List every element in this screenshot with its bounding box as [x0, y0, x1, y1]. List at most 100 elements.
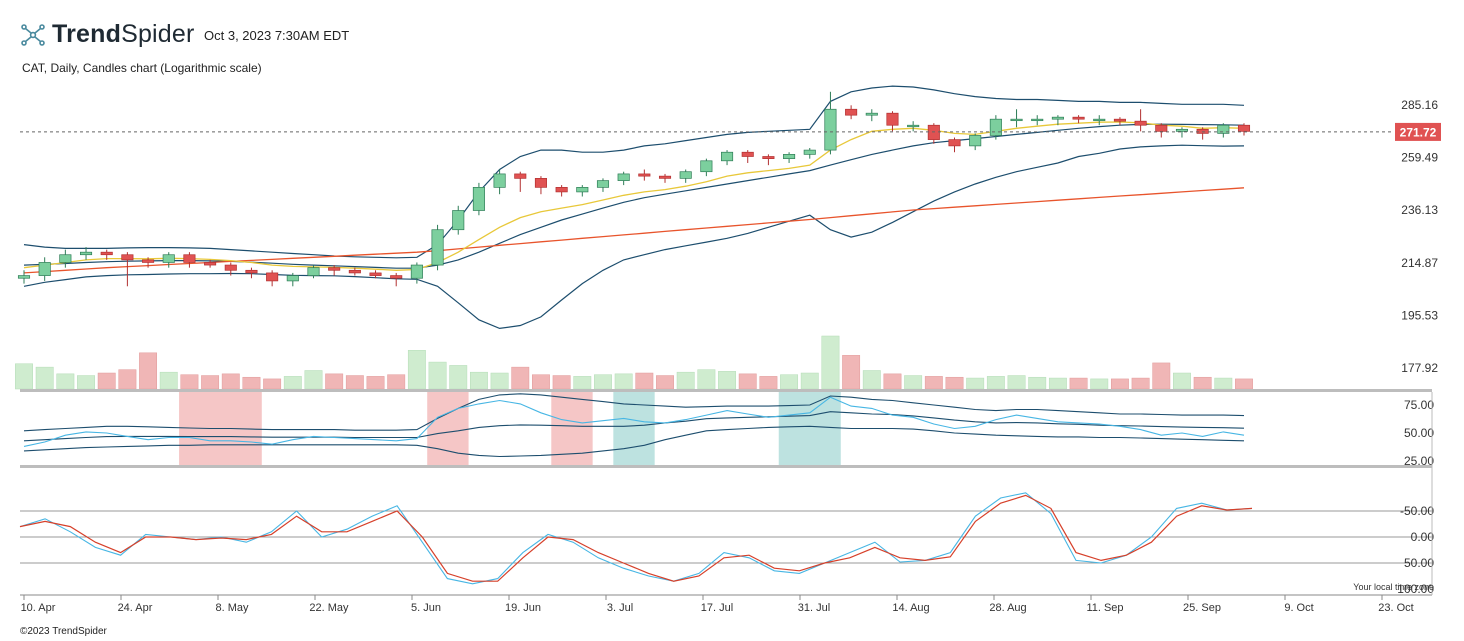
panel-divider-volume: [20, 389, 1432, 392]
candle-body: [390, 275, 403, 279]
candle-body: [1134, 120, 1147, 126]
candle-body: [700, 160, 713, 173]
volume-bar: [1152, 362, 1171, 390]
brand-logo[interactable]: TrendSpider: [20, 20, 195, 49]
candle: [989, 115, 1002, 140]
candle-body: [886, 112, 899, 126]
time-tick-label: 17. Jul: [701, 602, 733, 614]
chart-subtitle: CAT, Daily, Candles chart (Logarithmic s…: [22, 61, 262, 75]
candle: [969, 133, 982, 151]
candle: [307, 265, 320, 279]
candle: [431, 224, 444, 271]
volume-bar: [407, 350, 426, 390]
candle: [1093, 115, 1106, 126]
rsi-line: [23, 396, 1245, 447]
candle: [328, 265, 341, 276]
volume-bar: [697, 369, 716, 390]
candle: [266, 270, 279, 287]
candle: [1237, 123, 1251, 136]
candle: [638, 169, 651, 181]
candle-body: [121, 254, 134, 261]
volume-bar: [759, 376, 778, 390]
candle-body: [969, 135, 982, 147]
candle-body: [79, 251, 93, 256]
candle-body: [183, 254, 196, 263]
candle-body: [865, 112, 878, 116]
candle-body: [1217, 124, 1230, 134]
candle-body: [1031, 118, 1044, 122]
candle-body: [1175, 128, 1189, 132]
time-tick-label: 22. May: [309, 602, 349, 614]
panel-divider-rsi: [20, 465, 1432, 468]
price-tick-label: 259.49: [1401, 151, 1438, 165]
candle: [390, 272, 403, 287]
volume-bar: [304, 370, 323, 390]
time-tick-label: 9. Oct: [1284, 602, 1313, 614]
candle-body: [1113, 118, 1126, 122]
candle-body: [410, 264, 423, 279]
volume-bar: [449, 365, 468, 390]
candle: [534, 176, 547, 195]
volume-bar: [387, 374, 406, 390]
candle: [183, 252, 196, 268]
time-tick-label: 14. Aug: [892, 602, 929, 614]
volume-bar: [1131, 377, 1150, 390]
candle: [948, 137, 961, 153]
candle: [803, 147, 816, 159]
volume-bar: [904, 375, 923, 390]
candle: [204, 259, 217, 268]
candle: [762, 154, 775, 166]
volume-bar: [676, 371, 695, 390]
candle-body: [783, 154, 796, 159]
candle: [1051, 115, 1064, 126]
price-tick-label: 177.92: [1401, 361, 1438, 375]
candle-body: [1155, 124, 1168, 132]
volume-bar: [283, 376, 302, 390]
rsi-band-mid: [23, 411, 1245, 442]
volume-bar: [1214, 377, 1233, 390]
volume-bar: [552, 375, 571, 390]
candle: [845, 105, 858, 120]
volume-bar: [573, 376, 592, 390]
candle: [224, 262, 237, 276]
candle: [472, 182, 485, 216]
stoch-tick-label: 100.00: [1397, 582, 1434, 596]
volume-bar: [966, 377, 985, 390]
candle-body: [1051, 116, 1064, 120]
candle-body: [989, 118, 1002, 136]
volume-bar: [201, 375, 220, 390]
candle: [452, 205, 465, 235]
rsi-overbought-zone: [427, 392, 469, 465]
volume-bar: [325, 373, 344, 390]
stoch-tick-label: 50.00: [1404, 556, 1434, 570]
candle-body: [741, 151, 754, 157]
candle-body: [1010, 118, 1023, 122]
candle: [658, 173, 672, 183]
candle-body: [658, 175, 672, 179]
time-tick-label: 23. Oct: [1378, 602, 1413, 614]
last-price-label: 271.72: [1400, 125, 1437, 139]
candle-body: [514, 173, 527, 179]
candle-body: [162, 254, 175, 263]
candle: [1217, 123, 1230, 138]
candle-body: [59, 254, 72, 263]
volume-bar: [1048, 377, 1067, 390]
time-tick-label: 10. Apr: [21, 602, 56, 614]
time-tick-label: 24. Apr: [118, 602, 153, 614]
candle: [783, 152, 796, 163]
candle: [576, 185, 589, 197]
last-price-tag: [1395, 122, 1441, 141]
volume-bar: [180, 374, 199, 390]
candle-body: [245, 269, 258, 274]
volume-bar: [1069, 377, 1088, 390]
volume-bar: [1235, 378, 1253, 390]
candle: [38, 257, 51, 281]
candle: [59, 249, 72, 268]
candle: [1134, 109, 1147, 132]
volume-bar: [780, 374, 799, 390]
volume-bar: [883, 373, 902, 390]
candle: [1072, 115, 1085, 124]
ema-line: [23, 121, 1245, 271]
volume-bar: [263, 378, 282, 390]
